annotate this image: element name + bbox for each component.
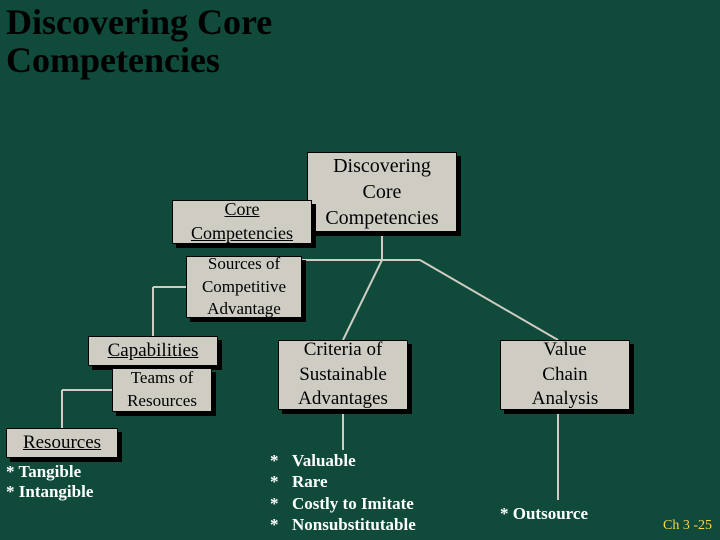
box-label: Value — [539, 338, 590, 363]
box-label: Chain — [538, 363, 591, 388]
box-resources: Resources — [6, 428, 118, 458]
box-core_comp: CoreCompetencies — [172, 200, 312, 244]
box-value_chain: ValueChainAnalysis — [500, 340, 630, 410]
criteria-bullet: *Valuable — [270, 450, 416, 471]
page-number: Ch 3 -25 — [663, 518, 712, 534]
criteria-bullet: *Rare — [270, 471, 416, 492]
page-title: Discovering CoreCompetencies — [6, 4, 272, 80]
criteria-bullet: *Costly to Imitate — [270, 493, 416, 514]
box-label: Core — [221, 198, 264, 222]
value-chain-note: * Outsource — [500, 504, 588, 524]
resources-notes: * Tangible* Intangible — [6, 462, 93, 502]
resource-note-item: * Intangible — [6, 482, 93, 502]
box-sources: Sources ofCompetitiveAdvantage — [186, 256, 302, 318]
box-label: Advantage — [203, 298, 285, 321]
box-label: Resources — [123, 390, 201, 413]
resource-note-item: * Tangible — [6, 462, 93, 482]
box-label: Criteria of — [300, 338, 387, 363]
box-capabilities: Capabilities — [88, 336, 218, 366]
box-label: Core — [359, 179, 406, 205]
box-label: Competitive — [198, 276, 290, 299]
box-label: Competencies — [321, 205, 442, 231]
box-label: Competencies — [187, 222, 297, 246]
criteria-bullets: *Valuable*Rare*Costly to Imitate*Nonsubs… — [270, 450, 416, 535]
box-label: Sustainable — [295, 363, 391, 388]
criteria-bullet: *Nonsubstitutable — [270, 514, 416, 535]
box-label: Capabilities — [104, 339, 203, 364]
box-label: Sources of — [204, 253, 284, 276]
box-criteria: Criteria ofSustainableAdvantages — [278, 340, 408, 410]
box-label: Analysis — [528, 387, 603, 412]
box-discovering: DiscoveringCoreCompetencies — [307, 152, 457, 232]
box-label: Discovering — [329, 153, 435, 179]
box-label: Resources — [19, 431, 105, 456]
box-teams: Teams ofResources — [112, 368, 212, 412]
box-label: Advantages — [294, 387, 392, 412]
box-label: Teams of — [127, 367, 198, 390]
